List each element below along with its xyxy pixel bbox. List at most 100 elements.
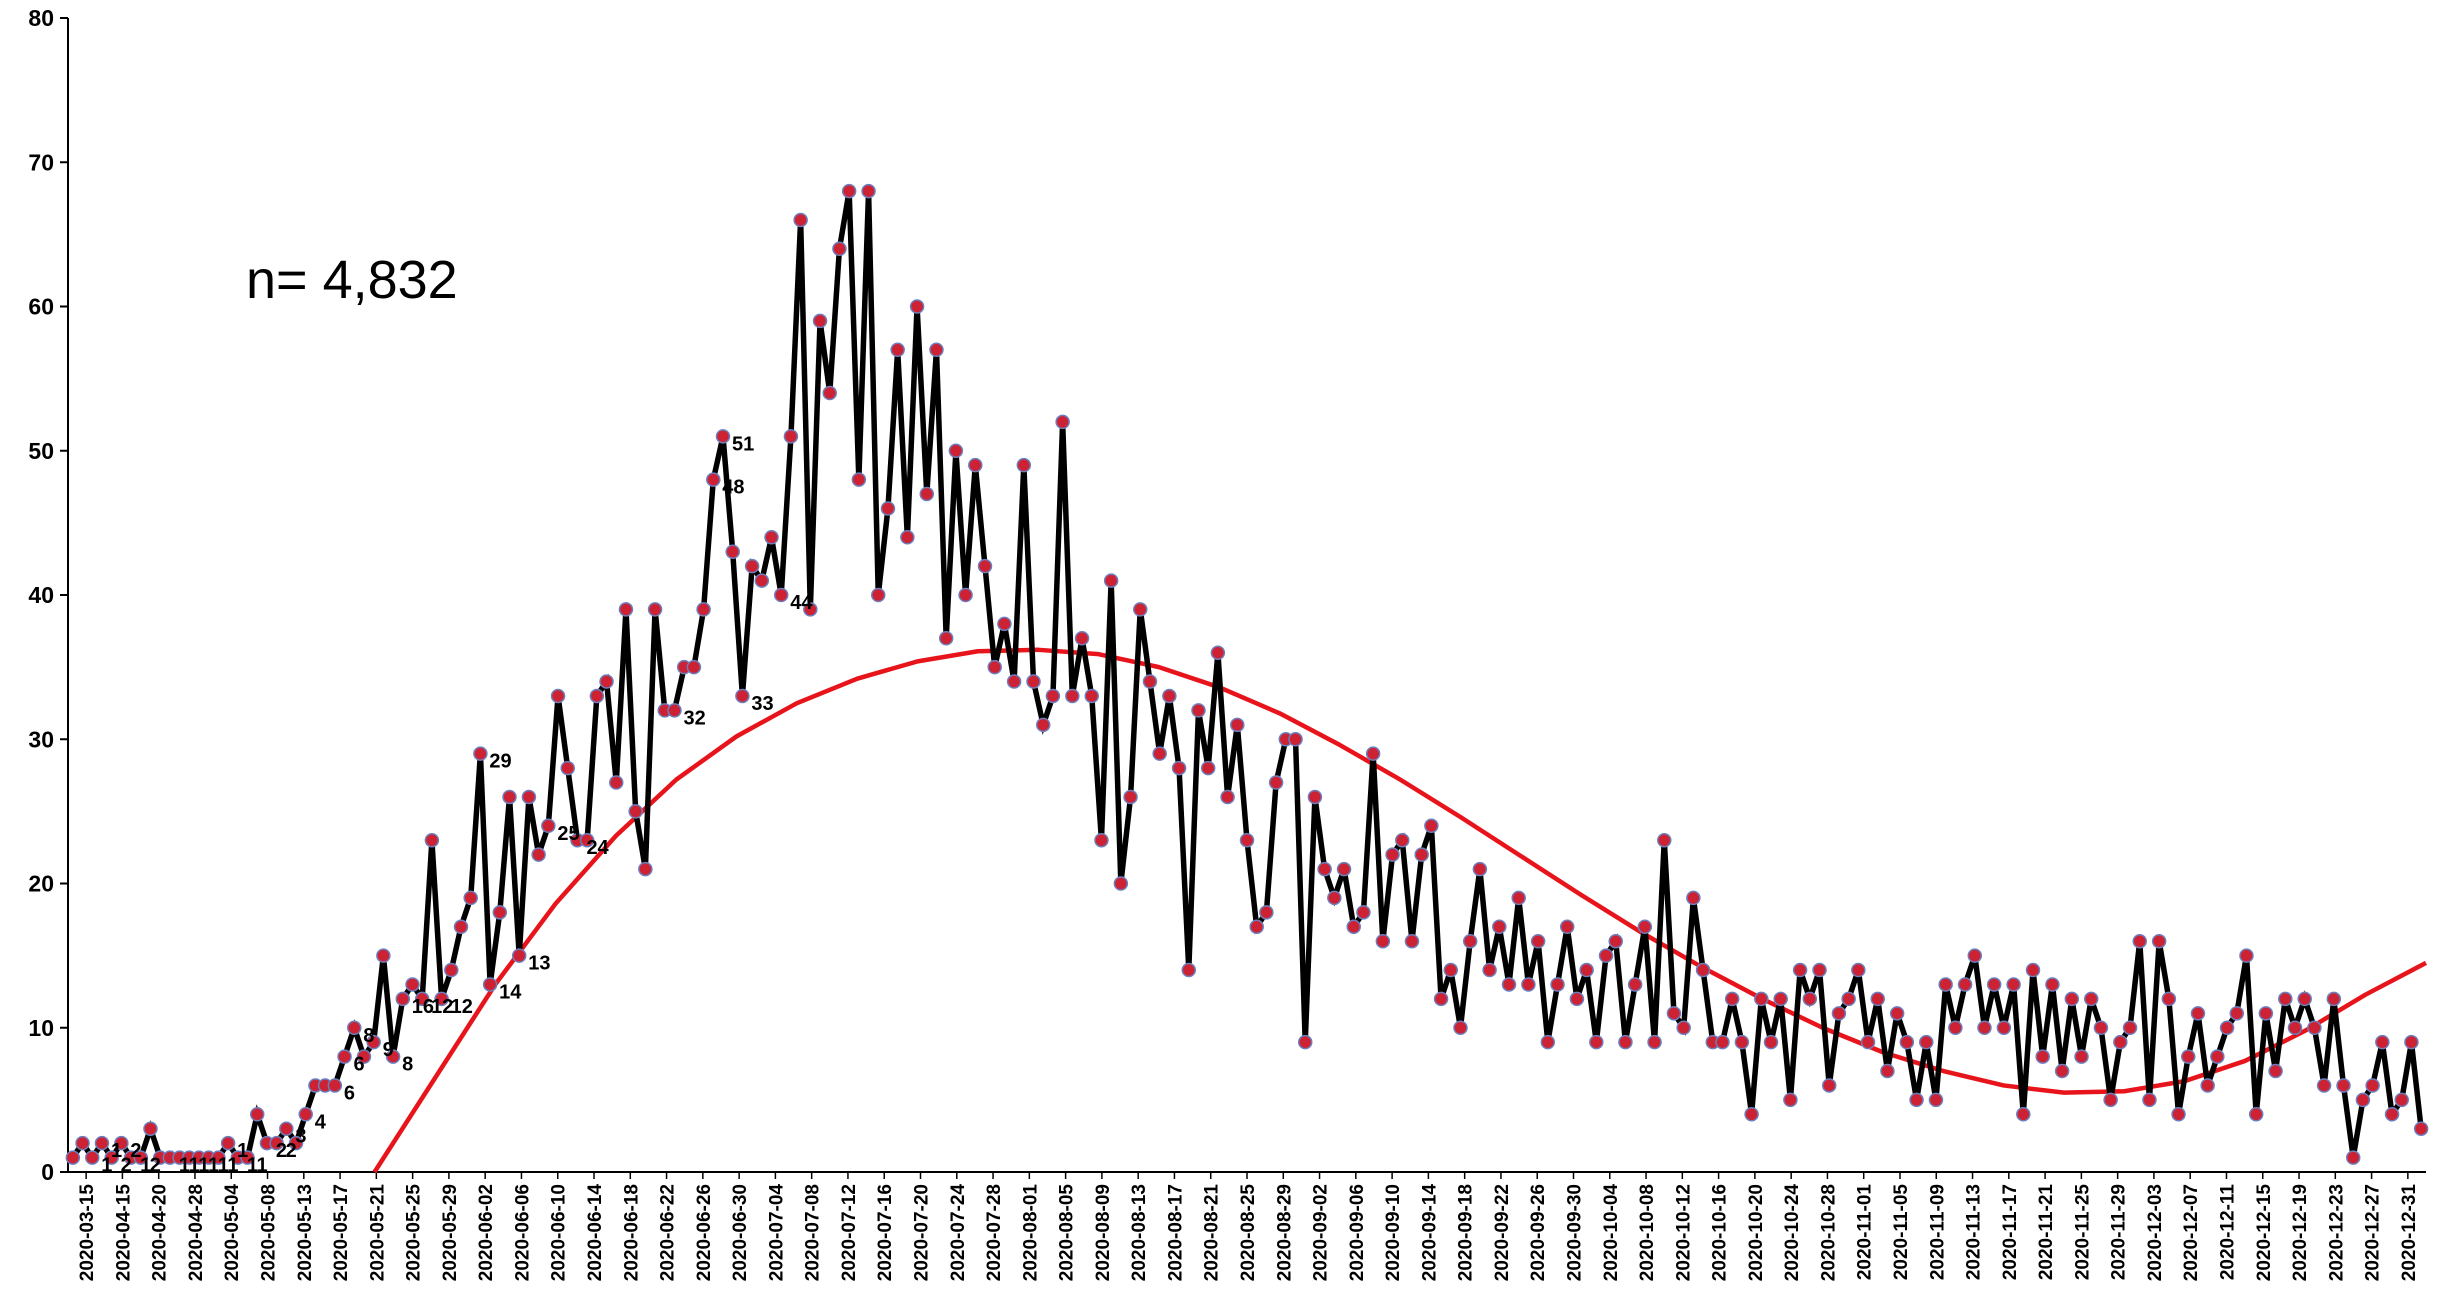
data-point [1065,688,1080,704]
data-point [1297,1034,1313,1050]
x-tick-label: 2020-09-10 [1383,1184,1404,1281]
data-point [434,991,449,1007]
x-tick-label: 2020-12-31 [2399,1184,2420,1282]
data-label: 2 [276,1140,287,1162]
data-point [1152,746,1167,761]
data-point [473,746,488,761]
x-tick-label: 2020-06-18 [621,1184,642,1281]
data-point [2035,1049,2050,1064]
data-label: 3 [295,1126,306,1148]
data-point [1006,674,1022,689]
x-tick-label: 2020-05-17 [331,1184,352,1281]
data-point [2016,1107,2031,1122]
data-point [1317,861,1332,877]
x-tick-label: 2020-07-28 [984,1184,1005,1281]
data-point [1433,991,1449,1007]
sample-size-annotation: n= 4,832 [246,250,458,310]
x-tick-label: 2020-05-08 [259,1184,280,1281]
data-point [773,587,789,603]
data-point [618,602,634,617]
data-point [85,1150,100,1165]
data-point [1841,991,1856,1007]
x-tick-label: 2020-11-05 [1891,1184,1912,1281]
data-point [366,1034,381,1050]
data-point [706,472,721,487]
data-point [521,789,537,805]
data-point [1035,717,1051,733]
data-point [1375,933,1391,949]
data-point [1492,919,1507,935]
data-point [977,558,993,574]
data-point [2054,1063,2070,1079]
data-label: 14 [499,981,522,1003]
data-point [2171,1107,2186,1122]
y-tick-label: 10 [28,1015,54,1041]
x-tick-label: 2020-11-29 [2109,1184,2130,1280]
data-point [2297,991,2312,1007]
x-tick-label: 2020-10-20 [1746,1184,1767,1281]
data-point [919,486,935,502]
data-point [880,501,896,516]
data-point [1821,1078,1837,1093]
data-point [2181,1049,2196,1064]
data-point [2190,1006,2206,1021]
data-label: 12 [431,996,453,1018]
x-tick-label: 2020-07-08 [803,1184,824,1281]
data-point [1220,789,1235,805]
data-point [1724,991,1740,1007]
data-point [1249,919,1264,935]
data-point [609,775,624,790]
data-label: 1 [198,1155,209,1177]
data-point [2316,1078,2332,1093]
data-point [2268,1063,2283,1079]
data-label: 4 [315,1111,327,1133]
data-point [2307,1020,2322,1035]
data-point [997,616,1012,632]
data-point [75,1135,90,1151]
data-point [2413,1121,2429,1136]
x-tick-label: 2020-09-22 [1492,1184,1513,1281]
data-label: 44 [790,592,813,614]
data-label: 2 [130,1140,141,1162]
data-label: 1 [189,1155,200,1177]
x-tick-label: 2020-10-12 [1673,1184,1694,1281]
data-point [1763,1034,1779,1050]
data-point [1346,919,1361,935]
data-point [463,890,478,906]
data-point [269,1135,284,1151]
data-point [2278,991,2293,1007]
data-point [1462,933,1478,949]
data-point [2151,933,2167,949]
data-point [2258,1006,2274,1021]
x-tick-label: 2020-04-15 [113,1184,134,1282]
data-label: 33 [751,693,773,715]
data-point [735,688,750,704]
data-point [143,1121,158,1136]
data-point [279,1121,294,1136]
x-tick-label: 2020-12-19 [2290,1184,2311,1281]
data-point [2355,1092,2371,1108]
data-point [1191,703,1206,718]
data-point [1657,832,1672,848]
data-point [638,861,653,877]
data-point [453,919,469,935]
x-tick-label: 2020-11-21 [2036,1184,2057,1281]
x-tick-label: 2020-08-01 [1020,1184,1041,1282]
data-point [1802,991,1818,1007]
x-tick-label: 2020-09-30 [1564,1184,1585,1281]
data-point [754,573,770,588]
x-tick-label: 2020-12-23 [2326,1184,2347,1281]
data-point [1026,674,1041,689]
data-point [1715,1034,1730,1050]
data-point [1783,1092,1798,1108]
data-point [1792,962,1808,978]
y-tick-label: 30 [28,726,54,752]
data-point [211,1150,226,1165]
x-tick-label: 2020-08-25 [1238,1184,1259,1282]
data-point [1870,991,1885,1007]
data-point [696,602,711,617]
data-point [841,183,857,199]
x-tick-label: 2020-09-18 [1456,1184,1477,1281]
y-tick-label: 20 [28,871,54,897]
